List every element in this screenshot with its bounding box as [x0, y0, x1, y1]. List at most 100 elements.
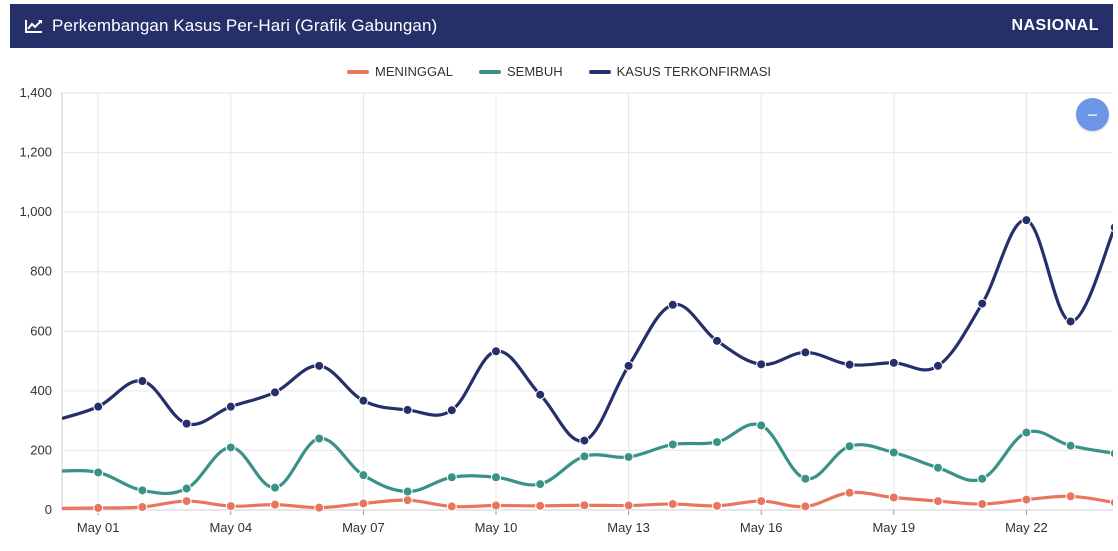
data-point-kasus-terkonfirmasi [888, 357, 899, 368]
data-point-kasus-terkonfirmasi [1021, 215, 1032, 226]
data-point-sembuh [1065, 440, 1076, 451]
data-point-sembuh [137, 485, 148, 496]
legend-swatch-meninggal [347, 69, 369, 74]
y-tick-label: 200 [30, 442, 52, 457]
data-point-sembuh [314, 433, 325, 444]
data-point-kasus-terkonfirmasi [93, 401, 104, 412]
data-point-kasus-terkonfirmasi [446, 405, 457, 416]
data-point-meninggal [800, 501, 811, 512]
legend-item-sembuh[interactable]: SEMBUH [479, 64, 563, 79]
data-point-sembuh [1109, 448, 1113, 459]
data-point-kasus-terkonfirmasi [491, 346, 501, 357]
y-tick-label: 600 [30, 323, 52, 338]
data-point-kasus-terkonfirmasi [50, 416, 59, 425]
x-tick-label: May 10 [475, 520, 518, 535]
data-point-kasus-terkonfirmasi [270, 387, 280, 398]
legend-swatch-sembuh [479, 69, 502, 74]
x-tick-label: May 22 [1005, 520, 1048, 535]
legend-item-meninggal[interactable]: MENINGGAL [347, 64, 453, 79]
data-point-sembuh [579, 451, 590, 462]
chart-title: Perkembangan Kasus Per-Hari (Grafik Gabu… [52, 16, 438, 35]
data-point-meninggal [844, 487, 855, 498]
y-tick-label: 1,200 [19, 145, 52, 160]
data-point-kasus-terkonfirmasi [181, 418, 192, 429]
data-point-kasus-terkonfirmasi [1109, 222, 1113, 232]
data-point-kasus-terkonfirmasi [756, 359, 767, 370]
data-point-kasus-terkonfirmasi [402, 404, 413, 415]
data-point-kasus-terkonfirmasi [535, 389, 546, 400]
data-point-sembuh [933, 462, 943, 473]
legend-swatch-terkonfirmasi [588, 69, 611, 74]
data-point-meninggal [579, 500, 590, 511]
data-point-sembuh [93, 467, 104, 478]
x-tick-label: May 13 [607, 520, 650, 535]
legend-label-sembuh: SEMBUH [507, 64, 563, 79]
y-tick-label: 0 [45, 502, 52, 517]
zoom-out-button[interactable]: − [1076, 98, 1109, 131]
data-point-sembuh [446, 472, 457, 483]
data-point-meninggal [712, 500, 722, 511]
series-meninggal [62, 487, 1113, 513]
data-point-meninggal [623, 500, 634, 511]
data-point-meninggal [225, 501, 236, 512]
data-point-meninggal [314, 502, 325, 513]
data-point-sembuh [1021, 427, 1032, 438]
region-label: NASIONAL [1011, 17, 1099, 34]
data-point-sembuh [225, 442, 236, 453]
data-point-kasus-terkonfirmasi [579, 435, 590, 446]
data-point-meninggal [756, 496, 767, 507]
data-point-sembuh [888, 447, 899, 458]
data-point-meninggal [270, 499, 280, 510]
data-point-sembuh [402, 486, 413, 497]
minus-icon: − [1087, 104, 1098, 125]
x-tick-label: May 01 [77, 520, 120, 535]
series-sembuh [50, 420, 1113, 497]
data-point-meninggal [402, 495, 413, 506]
data-point-sembuh [491, 472, 501, 483]
data-point-sembuh [756, 420, 767, 431]
data-point-kasus-terkonfirmasi [844, 359, 855, 370]
series-kasus-terkonfirmasi [50, 215, 1113, 446]
legend-item-terkonfirmasi[interactable]: KASUS TERKONFIRMASI [588, 64, 771, 79]
data-point-meninggal [358, 498, 369, 509]
x-tick-label: May 07 [342, 520, 385, 535]
series-line-kasus-terkonfirmasi [62, 218, 1113, 443]
data-point-kasus-terkonfirmasi [358, 395, 369, 406]
data-point-kasus-terkonfirmasi [137, 376, 148, 387]
y-tick-label: 1,400 [19, 85, 52, 100]
data-point-kasus-terkonfirmasi [667, 299, 678, 310]
x-tick-label: May 04 [209, 520, 252, 535]
data-point-meninggal [1065, 491, 1076, 502]
data-point-sembuh [800, 473, 811, 484]
data-point-meninggal [933, 496, 943, 507]
data-point-meninggal [446, 501, 457, 512]
data-point-meninggal [888, 492, 899, 503]
data-point-kasus-terkonfirmasi [225, 401, 236, 412]
data-point-sembuh [844, 441, 855, 452]
data-point-kasus-terkonfirmasi [623, 360, 634, 371]
data-point-sembuh [977, 473, 988, 484]
data-point-kasus-terkonfirmasi [1065, 316, 1076, 327]
data-point-kasus-terkonfirmasi [933, 360, 943, 371]
data-point-sembuh [358, 470, 369, 481]
chart-header: Perkembangan Kasus Per-Hari (Grafik Gabu… [10, 4, 1113, 48]
y-tick-label: 400 [30, 383, 52, 398]
legend-label-terkonfirmasi: KASUS TERKONFIRMASI [616, 64, 771, 79]
data-point-sembuh [270, 482, 280, 493]
data-point-sembuh [50, 467, 59, 476]
data-point-sembuh [181, 483, 192, 494]
data-point-kasus-terkonfirmasi [314, 360, 325, 371]
data-point-sembuh [623, 451, 634, 462]
data-point-sembuh [712, 437, 722, 448]
data-point-meninggal [535, 500, 546, 511]
data-point-meninggal [137, 502, 148, 513]
data-point-kasus-terkonfirmasi [712, 335, 722, 346]
data-point-meninggal [977, 499, 988, 510]
data-point-sembuh [667, 439, 678, 450]
data-point-meninggal [181, 496, 192, 507]
chart-legend: MENINGGAL SEMBUH KASUS TERKONFIRMASI [0, 64, 1118, 79]
data-point-kasus-terkonfirmasi [977, 298, 988, 309]
data-point-kasus-terkonfirmasi [800, 347, 811, 358]
data-point-meninggal [667, 499, 678, 510]
